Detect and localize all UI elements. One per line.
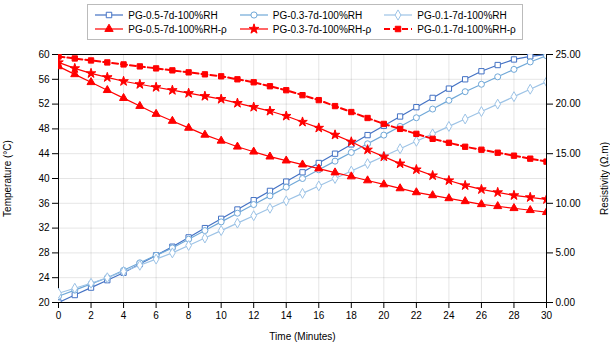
html-text:PG-0.3-7d-100%RH-ρ: PG-0.3-7d-100%RH-ρ [272,23,372,35]
svg-text:8: 8 [186,310,192,321]
svg-text:2: 2 [88,310,94,321]
svg-text:10.00: 10.00 [556,198,581,209]
svg-text:20: 20 [378,310,390,321]
svg-text:16: 16 [313,310,325,321]
svg-text:12: 12 [248,310,260,321]
html-text:PG-0.5-7d-100%RH-ρ: PG-0.5-7d-100%RH-ρ [128,23,227,35]
svg-text:36: 36 [38,198,50,209]
svg-text:20: 20 [38,297,50,308]
svg-text:25.00: 25.00 [556,49,581,60]
svg-text:28: 28 [38,247,50,258]
svg-text:18: 18 [346,310,358,321]
svg-text:14: 14 [281,310,293,321]
svg-text:6: 6 [153,310,159,321]
svg-text:28: 28 [508,310,520,321]
svg-text:4: 4 [121,310,127,321]
html-text:PG-0.5-7d-100%RH: PG-0.5-7d-100%RH [128,9,218,21]
svg-text:48: 48 [38,123,50,134]
svg-text:5.00: 5.00 [556,247,576,258]
svg-text:30: 30 [541,310,553,321]
html-text:PG-0.1-7d-100%RH: PG-0.1-7d-100%RH [417,9,507,21]
svg-text:24: 24 [38,272,50,283]
svg-text:40: 40 [38,173,50,184]
svg-text:24: 24 [443,310,455,321]
svg-text:52: 52 [38,98,50,109]
svg-text:44: 44 [38,148,50,159]
svg-text:22: 22 [411,310,423,321]
svg-text:20.00: 20.00 [556,98,581,109]
svg-text:56: 56 [38,74,50,85]
svg-text:26: 26 [476,310,488,321]
svg-text:Resistivity (Ω.m): Resistivity (Ω.m) [599,142,610,215]
html-text:PG-0.3-7d-100%RH: PG-0.3-7d-100%RH [272,9,363,21]
html-text:PG-0.1-7d-100%RH-ρ: PG-0.1-7d-100%RH-ρ [417,23,516,35]
svg-text:Time (Minutes): Time (Minutes) [269,331,335,342]
svg-text:0: 0 [56,310,62,321]
svg-text:Temperature (°C): Temperature (°C) [2,140,13,217]
svg-text:0.00: 0.00 [556,297,576,308]
svg-text:32: 32 [38,222,50,233]
svg-text:10: 10 [216,310,228,321]
svg-text:60: 60 [38,49,50,60]
svg-text:15.00: 15.00 [556,148,581,159]
